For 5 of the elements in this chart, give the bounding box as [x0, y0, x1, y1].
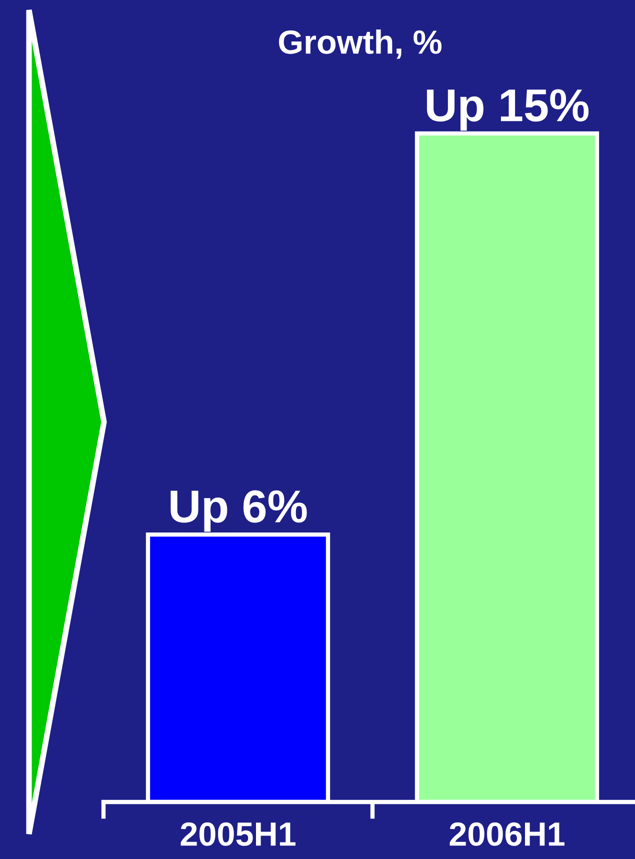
x-tick-label: 2006H1	[450, 822, 564, 846]
x-tick-label: 2005H1	[180, 822, 296, 846]
data-label: Up 15%	[426, 89, 589, 131]
chart-title: Growth, %	[278, 29, 442, 59]
data-label: Up 6%	[170, 490, 307, 532]
